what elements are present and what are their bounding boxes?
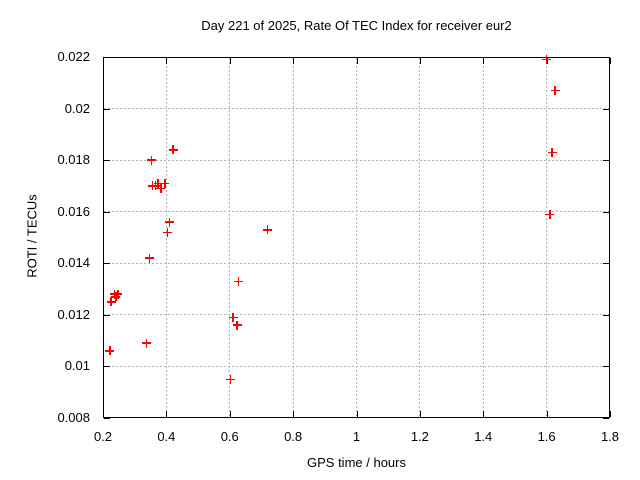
data-point <box>113 289 123 299</box>
data-point <box>228 312 238 322</box>
x-tick-label: 1.2 <box>410 429 429 444</box>
data-point <box>141 338 151 348</box>
y-tick-label: 0.008 <box>57 410 90 425</box>
x-tick-label: 0.4 <box>157 429 176 444</box>
y-tick-label: 0.02 <box>64 100 90 116</box>
y-tick-label: 0.016 <box>57 203 90 219</box>
y2-tick <box>603 57 609 58</box>
chart-title: Day 221 of 2025, Rate Of TEC Index for r… <box>201 18 512 33</box>
x-tick-label: 0.6 <box>220 429 239 444</box>
y2-tick <box>603 314 609 316</box>
x2-tick <box>356 58 358 64</box>
y-tick <box>104 418 110 419</box>
x-tick-label: 0.2 <box>93 429 113 444</box>
y-tick-label: 0.012 <box>57 306 90 322</box>
data-point <box>151 181 161 191</box>
data-point <box>153 178 163 188</box>
gridline-horizontal <box>104 211 609 213</box>
data-point <box>106 297 116 307</box>
data-point <box>232 320 242 330</box>
gridline-vertical <box>546 58 548 417</box>
y-tick <box>104 366 110 368</box>
y-tick-label: 0.018 <box>57 152 90 168</box>
data-point <box>160 178 170 188</box>
data-point <box>545 209 555 219</box>
x-tick-label: 1.6 <box>537 429 556 444</box>
data-point <box>144 253 154 263</box>
x-tick-label: 0.8 <box>284 429 303 444</box>
gridline-horizontal <box>104 108 609 110</box>
y-tick <box>104 108 110 110</box>
gridline-horizontal <box>104 159 609 161</box>
y2-tick <box>603 418 609 419</box>
plot-area <box>103 57 610 418</box>
x-tick <box>610 411 611 417</box>
gridline-vertical <box>165 58 167 417</box>
y-tick <box>104 263 110 265</box>
data-point <box>146 155 156 165</box>
data-point <box>105 346 115 356</box>
y-tick-label: 0.022 <box>57 49 90 64</box>
data-point <box>156 184 166 193</box>
y2-tick <box>603 160 609 162</box>
y2-tick <box>603 263 609 265</box>
x-tick <box>229 411 231 417</box>
x-tick-label: 1.4 <box>474 429 493 444</box>
x-tick <box>419 411 421 417</box>
data-point <box>226 374 236 384</box>
data-point <box>162 227 172 237</box>
y2-tick <box>603 211 609 213</box>
x2-tick <box>229 58 231 64</box>
gridline-vertical <box>292 58 294 417</box>
data-point <box>168 145 178 155</box>
x-tick <box>103 411 104 417</box>
x-tick-label: 1 <box>352 429 361 444</box>
x-tick <box>483 411 485 417</box>
x2-tick <box>103 58 104 64</box>
y-tick <box>104 160 110 162</box>
gridline-vertical <box>482 58 484 417</box>
data-point <box>547 147 557 157</box>
x2-tick <box>166 58 168 64</box>
x-tick <box>293 411 295 417</box>
x2-tick <box>483 58 485 64</box>
y-tick <box>104 57 110 58</box>
gridline-horizontal <box>104 365 609 367</box>
gridline-vertical <box>229 58 231 417</box>
y-tick-label: 0.014 <box>57 255 90 271</box>
y-tick-label: 0.01 <box>64 358 90 374</box>
y2-tick <box>603 108 609 110</box>
gridline-horizontal <box>104 314 609 316</box>
x2-tick <box>293 58 295 64</box>
data-point <box>233 276 243 286</box>
data-point <box>165 217 175 227</box>
y2-tick <box>603 366 609 368</box>
gridline-horizontal <box>104 262 609 264</box>
x-tick <box>546 411 548 417</box>
gridline-vertical <box>419 58 421 417</box>
x-tick-label: 1.8 <box>600 429 620 444</box>
x-axis-label: GPS time / hours <box>307 455 406 470</box>
x-tick <box>166 411 168 417</box>
x2-tick <box>610 58 611 64</box>
y-tick <box>104 314 110 316</box>
data-point <box>542 55 552 65</box>
x-tick <box>356 411 358 417</box>
y-tick <box>104 211 110 213</box>
x2-tick <box>419 58 421 64</box>
data-point <box>262 225 272 235</box>
data-point <box>111 292 121 302</box>
data-point <box>550 86 560 96</box>
gridline-vertical <box>356 58 357 417</box>
